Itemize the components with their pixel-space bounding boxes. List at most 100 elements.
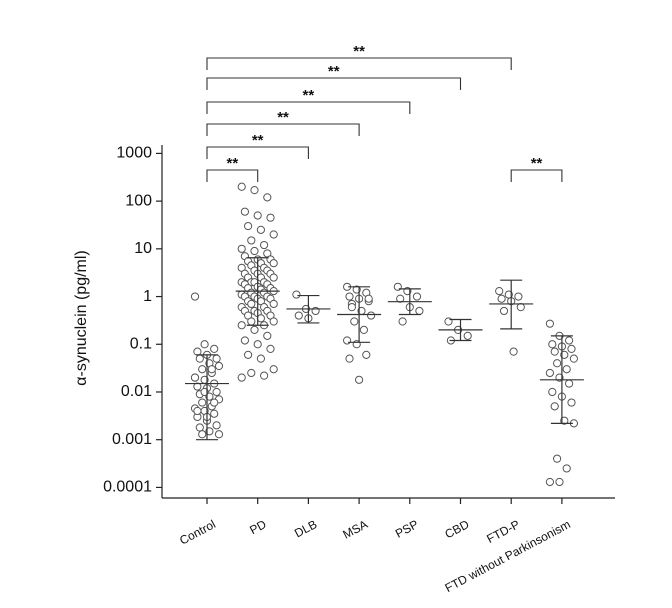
data-point: [240, 207, 249, 216]
data-point: [250, 325, 259, 335]
data-point: [292, 290, 301, 299]
y-tick-label: 0.01: [121, 383, 152, 400]
data-point: [244, 221, 253, 231]
data-point: [253, 211, 262, 220]
data-point: [237, 244, 246, 253]
data-point: [553, 454, 562, 463]
significance-bracket: [206, 123, 360, 136]
data-point: [269, 365, 278, 374]
data-point: [545, 368, 555, 378]
data-point: [347, 303, 356, 312]
data-point: [240, 336, 249, 345]
data-point: [193, 347, 202, 356]
data-point: [237, 321, 246, 330]
y-tick-label: 0.0001: [103, 479, 152, 496]
data-point: [355, 375, 364, 384]
data-point: [210, 409, 219, 418]
significance-bracket: [206, 57, 512, 70]
data-point: [367, 311, 376, 320]
data-point: [269, 273, 278, 282]
data-point: [200, 340, 209, 349]
significance-label: **: [252, 132, 264, 149]
data-point: [244, 350, 253, 359]
data-point: [269, 299, 278, 309]
y-tick-label: 1: [143, 288, 152, 305]
data-point: [247, 368, 256, 378]
data-point: [548, 387, 557, 397]
data-point: [350, 317, 359, 326]
y-axis-label: α-synuclein (pg/ml): [73, 250, 90, 386]
data-point: [207, 365, 216, 374]
data-point: [247, 236, 256, 245]
data-point: [497, 294, 506, 303]
data-point: [212, 387, 221, 397]
data-point: [237, 182, 246, 191]
data-point: [463, 331, 472, 340]
data-point: [269, 259, 278, 268]
significance-bracket: [206, 146, 309, 159]
significance-label: **: [303, 87, 315, 104]
data-point: [555, 477, 564, 487]
data-point: [343, 336, 352, 345]
data-point: [562, 464, 571, 473]
data-point: [212, 421, 221, 430]
data-point: [214, 361, 224, 371]
significance-label: **: [353, 43, 365, 60]
data-point: [550, 402, 559, 411]
data-point: [263, 331, 272, 340]
y-tick-label: 100: [125, 192, 152, 209]
data-point: [256, 314, 265, 323]
significance-label: **: [531, 155, 543, 172]
x-tick-label: DLB: [292, 517, 319, 540]
data-point: [569, 354, 579, 363]
data-point: [266, 344, 275, 353]
data-point: [294, 311, 303, 320]
data-point: [247, 299, 256, 309]
data-point: [195, 423, 204, 432]
data-point: [412, 292, 422, 301]
data-point: [266, 213, 275, 222]
data-point: [190, 373, 200, 382]
data-point: [545, 319, 555, 328]
data-point: [198, 430, 207, 439]
x-tick-label: MSA: [340, 517, 370, 542]
data-point: [553, 359, 562, 368]
data-point: [415, 306, 424, 316]
y-tick-label: 10: [134, 240, 152, 257]
data-point: [260, 371, 269, 380]
data-point: [359, 325, 368, 335]
x-tick-label: Control: [177, 517, 218, 548]
significance-bracket: [510, 169, 563, 182]
x-tick-label: PSP: [393, 517, 421, 541]
data-point: [260, 240, 269, 250]
data-point: [214, 430, 224, 439]
data-point: [210, 344, 219, 353]
data-point: [198, 398, 207, 407]
x-tick-label: PD: [247, 517, 269, 537]
data-point: [345, 354, 354, 363]
significance-label: **: [328, 63, 340, 80]
y-tick-label: 0.1: [130, 335, 152, 352]
data-point: [210, 398, 219, 407]
data-point: [545, 477, 555, 487]
significance-label: **: [227, 155, 239, 172]
data-point: [499, 306, 509, 316]
significance-bracket: [206, 169, 259, 182]
data-point: [193, 382, 202, 391]
data-point: [514, 292, 523, 301]
data-point: [345, 292, 354, 301]
data-point: [362, 350, 371, 359]
data-point: [509, 347, 518, 356]
significance-bracket: [206, 77, 462, 90]
data-point: [263, 193, 272, 202]
data-point: [364, 294, 373, 303]
x-tick-label: FTD-P: [484, 517, 522, 546]
data-point: [237, 373, 246, 382]
data-point: [550, 347, 559, 356]
data-point: [565, 379, 574, 388]
data-point: [247, 317, 256, 326]
data-point: [198, 365, 207, 374]
data-point: [212, 354, 221, 363]
data-point: [516, 303, 525, 312]
